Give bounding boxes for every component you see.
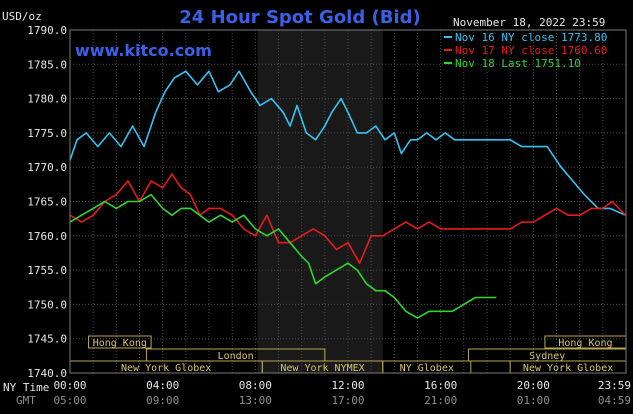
x-tick-label-gmt: 05:00	[53, 394, 86, 407]
x-tick-label-ny: 04:00	[146, 379, 179, 392]
market-session-label: New York NYMEX	[280, 363, 364, 374]
x-tick-label-ny: 20:00	[517, 379, 550, 392]
x-tick-label-ny: 12:00	[331, 379, 364, 392]
market-session-label: New York Globex	[523, 363, 613, 374]
date-label: November 18, 2022 23:59	[453, 16, 605, 29]
market-session-label: New York Globex	[121, 363, 211, 374]
y-tick-label: 1750.0	[27, 298, 67, 311]
x-tick-label-gmt: 01:00	[517, 394, 550, 407]
x-tick-label-ny: 23:59	[598, 379, 631, 392]
chart-title: 24 Hour Spot Gold (Bid)	[179, 7, 420, 28]
x-tick-label-gmt: 04:59	[598, 394, 631, 407]
y-tick-label: 1765.0	[27, 196, 67, 209]
series-line-1	[69, 70, 626, 216]
x-axis: 00:00 05:00 04:00 09:00 08:00 13:00 12:00 17:00…	[53, 379, 631, 407]
series-line-3	[69, 193, 497, 319]
x-tick-label-gmt: 21:00	[424, 394, 457, 407]
market-session-bar	[88, 335, 152, 349]
y-tick-label: 1785.0	[27, 58, 67, 71]
y-tick-label: 1775.0	[27, 127, 67, 140]
y-tick-label: 1790.0	[27, 24, 67, 37]
x-tick-label-ny: 00:00	[53, 379, 86, 392]
market-session-label: Hong Kong	[558, 338, 612, 349]
market-session-label: NY Globex	[400, 363, 454, 374]
market-session-label: Sydney	[529, 351, 565, 362]
x-tick-label-ny: 16:00	[424, 379, 457, 392]
plot-border	[69, 29, 627, 374]
gmt-label: GMT	[16, 394, 36, 407]
x-tick-label-gmt: 13:00	[239, 394, 272, 407]
x-tick-label-gmt: 09:00	[146, 394, 179, 407]
y-tick-label: 1770.0	[27, 161, 67, 174]
price-series	[69, 70, 627, 319]
y-tick-label: 1755.0	[27, 264, 67, 277]
legend-entry: Nov 17 NY close 1760.60	[455, 44, 607, 57]
y-tick-label: 1745.0	[27, 333, 67, 346]
legend-entry: Nov 18 Last 1751.10	[455, 57, 581, 70]
y-axis-label: USD/oz	[2, 10, 42, 23]
y-tick-label: 1760.0	[27, 230, 67, 243]
nymex-session-shade	[257, 30, 383, 373]
ny-time-label: NY Time	[3, 381, 49, 394]
y-tick-label: 1740.0	[27, 367, 67, 380]
y-tick-label: 1780.0	[27, 93, 67, 106]
x-tick-label-gmt: 17:00	[331, 394, 364, 407]
market-session-label: Hong Kong	[93, 338, 147, 349]
x-tick-label-ny: 08:00	[239, 379, 272, 392]
series-line-2	[69, 173, 627, 264]
market-session-label: London	[218, 351, 254, 362]
y-axis: 1740.0 1745.0 1750.0 1755.0 1760.0 1765.0 1770…	[27, 24, 67, 380]
website-label: www.kitco.com	[75, 41, 212, 60]
legend-entry: Nov 16 NY close 1773.80	[455, 31, 607, 44]
grid-lines	[70, 29, 626, 374]
